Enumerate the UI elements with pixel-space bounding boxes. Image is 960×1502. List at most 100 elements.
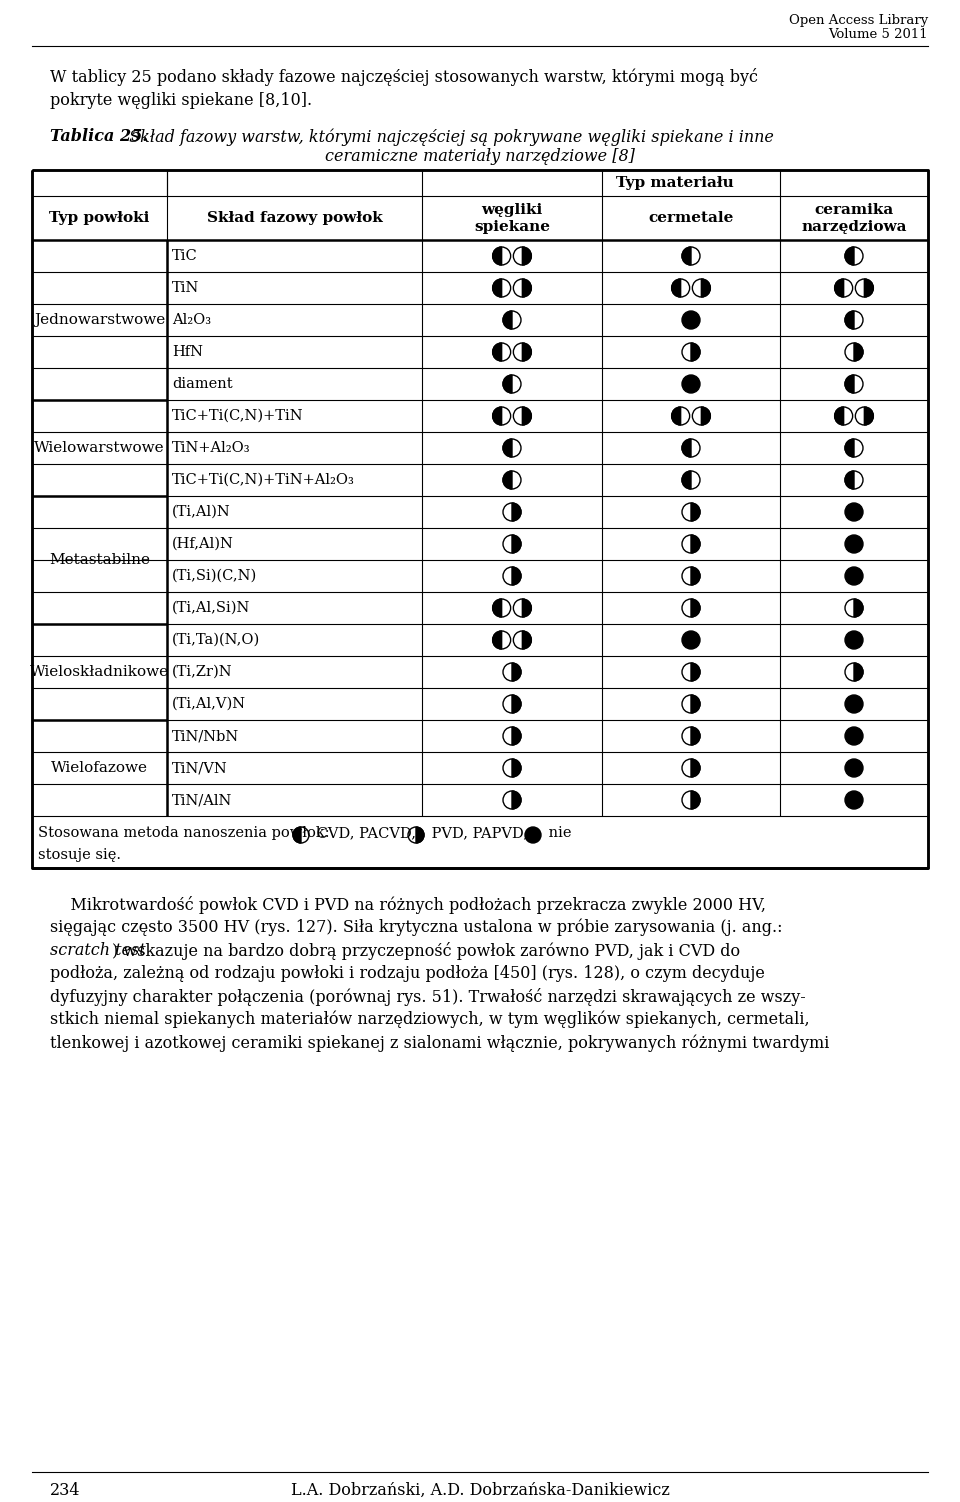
Text: sięgając często 3500 HV (rys. 127). Siła krytyczna ustalona w próbie zarysowania: sięgając często 3500 HV (rys. 127). Siła… xyxy=(50,919,782,937)
Wedge shape xyxy=(512,727,521,745)
Wedge shape xyxy=(864,407,874,425)
Text: W tablicy 25 podano składy fazowe najczęściej stosowanych warstw, którymi mogą b: W tablicy 25 podano składy fazowe najczę… xyxy=(50,68,758,86)
Wedge shape xyxy=(512,503,521,521)
Wedge shape xyxy=(503,439,512,457)
Text: (Ti,Si)(C,N): (Ti,Si)(C,N) xyxy=(172,569,257,583)
Text: TiC+Ti(C,N)+TiN+Al₂O₃: TiC+Ti(C,N)+TiN+Al₂O₃ xyxy=(172,473,355,487)
Text: (Hf,Al)N: (Hf,Al)N xyxy=(172,538,234,551)
Wedge shape xyxy=(845,246,854,264)
Text: TiC: TiC xyxy=(172,249,198,263)
Wedge shape xyxy=(492,279,502,297)
Text: Typ powłoki: Typ powłoki xyxy=(49,210,150,225)
Text: Typ materiału: Typ materiału xyxy=(616,176,733,189)
Text: cermetale: cermetale xyxy=(648,210,733,225)
Circle shape xyxy=(682,631,700,649)
Wedge shape xyxy=(512,662,521,680)
Text: narzędziowa: narzędziowa xyxy=(802,219,907,234)
Circle shape xyxy=(845,792,863,810)
Wedge shape xyxy=(512,759,521,777)
Text: (Ti,Al,V)N: (Ti,Al,V)N xyxy=(172,697,246,710)
Circle shape xyxy=(525,828,541,843)
Wedge shape xyxy=(691,503,700,521)
Text: Skład fazowy warstw, którymi najczęściej są pokrywane węgliki spiekane i inne: Skład fazowy warstw, którymi najczęściej… xyxy=(124,128,774,146)
Wedge shape xyxy=(522,246,531,264)
Wedge shape xyxy=(691,342,700,360)
Text: TiN/AlN: TiN/AlN xyxy=(172,793,232,807)
Text: Mikrotwardość powłok CVD i PVD na różnych podłożach przekracza zwykle 2000 HV,: Mikrotwardość powłok CVD i PVD na różnyc… xyxy=(50,897,766,915)
Wedge shape xyxy=(691,599,700,617)
Text: węgliki: węgliki xyxy=(481,203,542,216)
Wedge shape xyxy=(845,311,854,329)
Wedge shape xyxy=(503,311,512,329)
Wedge shape xyxy=(702,279,710,297)
Text: scratch test: scratch test xyxy=(50,942,146,958)
Wedge shape xyxy=(691,695,700,713)
Wedge shape xyxy=(492,342,502,360)
Text: (Ti,Al,Si)N: (Ti,Al,Si)N xyxy=(172,601,251,614)
Text: TiN/NbN: TiN/NbN xyxy=(172,728,239,743)
Text: L.A. Dobrzański, A.D. Dobrzańska-Danikiewicz: L.A. Dobrzański, A.D. Dobrzańska-Danikie… xyxy=(291,1482,669,1499)
Text: podłoża, zależną od rodzaju powłoki i rodzaju podłoża [450] (rys. 128), o czym d: podłoża, zależną od rodzaju powłoki i ro… xyxy=(50,964,765,982)
Wedge shape xyxy=(512,695,521,713)
Text: Metastabilne: Metastabilne xyxy=(49,553,150,566)
Circle shape xyxy=(845,535,863,553)
Wedge shape xyxy=(854,599,863,617)
Wedge shape xyxy=(702,407,710,425)
Text: Volume 5 2011: Volume 5 2011 xyxy=(828,29,928,41)
Wedge shape xyxy=(834,407,844,425)
Text: Al₂O₃: Al₂O₃ xyxy=(172,312,211,327)
Text: Open Access Library: Open Access Library xyxy=(789,14,928,27)
Wedge shape xyxy=(845,472,854,490)
Wedge shape xyxy=(492,407,502,425)
Text: 234: 234 xyxy=(50,1482,81,1499)
Text: dyfuzyjny charakter połączenia (porównaj rys. 51). Trwałość narzędzi skrawającyc: dyfuzyjny charakter połączenia (porównaj… xyxy=(50,988,805,1006)
Text: diament: diament xyxy=(172,377,232,391)
Text: Stosowana metoda nanoszenia powłok:: Stosowana metoda nanoszenia powłok: xyxy=(38,826,329,840)
Text: (Ti,Ta)(N,O): (Ti,Ta)(N,O) xyxy=(172,632,260,647)
Wedge shape xyxy=(845,439,854,457)
Wedge shape xyxy=(503,472,512,490)
Wedge shape xyxy=(416,828,424,843)
Text: (Ti,Zr)N: (Ti,Zr)N xyxy=(172,665,232,679)
Circle shape xyxy=(845,566,863,584)
Circle shape xyxy=(682,376,700,394)
Text: TiN/VN: TiN/VN xyxy=(172,762,228,775)
Wedge shape xyxy=(522,407,531,425)
Wedge shape xyxy=(845,376,854,394)
Wedge shape xyxy=(512,535,521,553)
Wedge shape xyxy=(854,662,863,680)
Text: (Ti,Al)N: (Ti,Al)N xyxy=(172,505,230,520)
Text: Jednowarstwowe: Jednowarstwowe xyxy=(34,312,165,327)
Text: spiekane: spiekane xyxy=(474,219,550,234)
Wedge shape xyxy=(512,566,521,584)
Text: stkich niemal spiekanych materiałów narzędziowych, w tym węglików spiekanych, ce: stkich niemal spiekanych materiałów narz… xyxy=(50,1011,809,1029)
Wedge shape xyxy=(492,246,502,264)
Wedge shape xyxy=(854,342,863,360)
Text: CVD, PACVD,: CVD, PACVD, xyxy=(312,826,416,840)
Wedge shape xyxy=(512,792,521,810)
Wedge shape xyxy=(522,342,531,360)
Wedge shape xyxy=(682,439,691,457)
Wedge shape xyxy=(293,828,301,843)
Text: stosuje się.: stosuje się. xyxy=(38,849,121,862)
Text: TiN+Al₂O₃: TiN+Al₂O₃ xyxy=(172,442,251,455)
Wedge shape xyxy=(691,759,700,777)
Text: TiN: TiN xyxy=(172,281,200,294)
Text: TiC+Ti(C,N)+TiN: TiC+Ti(C,N)+TiN xyxy=(172,409,303,424)
Wedge shape xyxy=(522,631,531,649)
Text: nie: nie xyxy=(544,826,571,840)
Text: pokryte węgliki spiekane [8,10].: pokryte węgliki spiekane [8,10]. xyxy=(50,92,312,110)
Circle shape xyxy=(845,695,863,713)
Wedge shape xyxy=(864,279,874,297)
Wedge shape xyxy=(682,472,691,490)
Wedge shape xyxy=(834,279,844,297)
Wedge shape xyxy=(522,599,531,617)
Wedge shape xyxy=(672,279,681,297)
Text: ) wskazuje na bardzo dobrą przyczepność powłok zarówno PVD, jak i CVD do: ) wskazuje na bardzo dobrą przyczepność … xyxy=(112,942,740,960)
Wedge shape xyxy=(522,279,531,297)
Wedge shape xyxy=(672,407,681,425)
Wedge shape xyxy=(492,599,502,617)
Wedge shape xyxy=(691,792,700,810)
Circle shape xyxy=(682,311,700,329)
Text: ceramika: ceramika xyxy=(814,203,894,216)
